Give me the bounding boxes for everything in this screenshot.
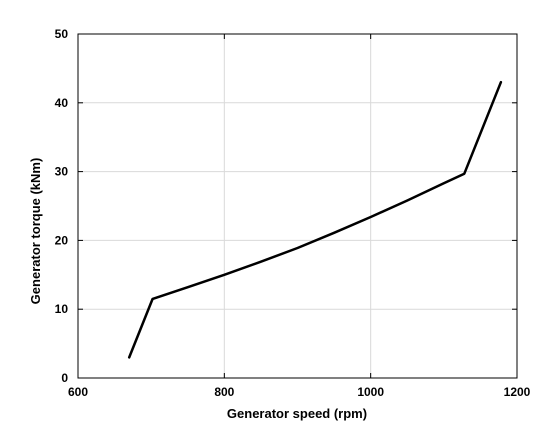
y-tick-label: 50	[55, 27, 69, 41]
y-tick-label: 20	[55, 233, 69, 247]
y-tick-label: 0	[61, 371, 68, 385]
torque-curve-line	[127, 80, 503, 359]
y-tick-label: 10	[55, 302, 69, 316]
axes: 600 800 1000 1200 0 10 20 30 40 50	[55, 27, 531, 399]
x-tick-label: 1200	[504, 385, 531, 399]
y-axis-label: Generator torque (kNm)	[28, 158, 43, 305]
x-tick-label: 600	[68, 385, 88, 399]
y-tick-label: 30	[55, 165, 69, 179]
x-tick-label: 800	[214, 385, 234, 399]
data-series	[127, 80, 503, 359]
plot-frame	[77, 33, 518, 379]
grid-lines	[78, 34, 517, 378]
y-tick-label: 40	[55, 96, 69, 110]
x-axis-label: Generator speed (rpm)	[227, 406, 367, 421]
x-tick-label: 1000	[357, 385, 384, 399]
